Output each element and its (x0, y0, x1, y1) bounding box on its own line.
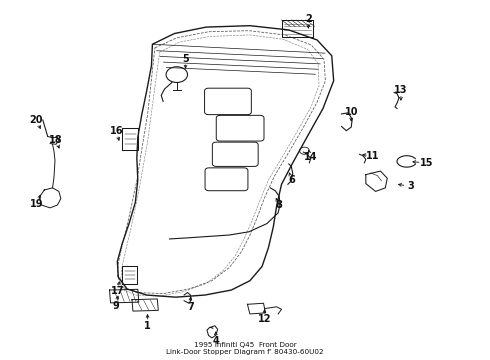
Text: 17: 17 (111, 287, 124, 296)
Text: 9: 9 (112, 301, 119, 311)
Text: 2: 2 (305, 14, 312, 23)
Text: 8: 8 (276, 200, 283, 210)
Text: 1995 Infiniti Q45  Front Door
Link-Door Stopper Diagram f’ 80430-60U02: 1995 Infiniti Q45 Front Door Link-Door S… (166, 342, 324, 355)
Text: 16: 16 (110, 126, 123, 136)
Text: 4: 4 (212, 337, 219, 346)
Text: 13: 13 (394, 85, 408, 95)
Text: 11: 11 (366, 151, 379, 161)
Text: 18: 18 (49, 135, 63, 145)
Text: 1: 1 (144, 321, 151, 331)
Text: 10: 10 (344, 107, 358, 117)
Text: 6: 6 (289, 175, 295, 185)
Text: 5: 5 (182, 54, 189, 64)
Text: 14: 14 (304, 152, 318, 162)
Text: 19: 19 (30, 199, 43, 209)
Text: 20: 20 (30, 115, 43, 125)
Text: 7: 7 (187, 302, 194, 312)
Text: 3: 3 (407, 181, 414, 192)
Text: 12: 12 (258, 314, 271, 324)
Text: 15: 15 (419, 158, 433, 168)
